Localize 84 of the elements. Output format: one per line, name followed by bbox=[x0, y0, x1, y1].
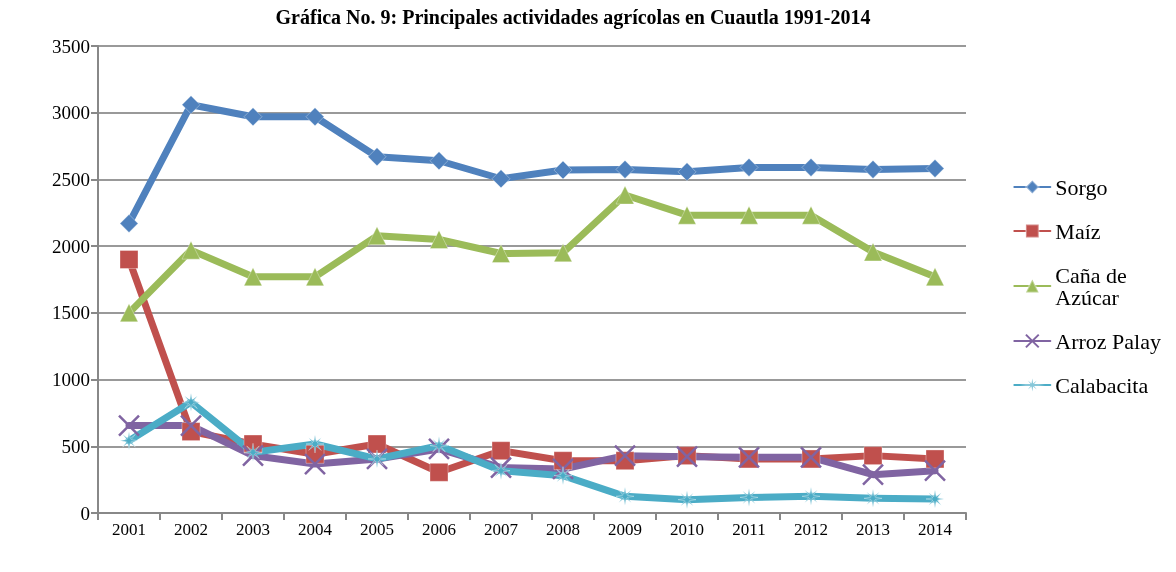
legend-label: Arroz Palay bbox=[1055, 328, 1162, 354]
point bbox=[119, 431, 139, 451]
point bbox=[861, 463, 885, 486]
point bbox=[739, 487, 759, 507]
point bbox=[615, 159, 635, 179]
point bbox=[119, 303, 139, 323]
x-tick-label: 2009 bbox=[608, 520, 642, 539]
point bbox=[925, 267, 945, 287]
point bbox=[429, 151, 449, 171]
x-tick-label: 2011 bbox=[732, 520, 766, 539]
point bbox=[491, 169, 511, 189]
x-tick-label: 2004 bbox=[298, 520, 333, 539]
point bbox=[553, 243, 573, 263]
point bbox=[613, 444, 637, 467]
point bbox=[305, 107, 325, 127]
point bbox=[243, 107, 263, 127]
point bbox=[491, 441, 511, 461]
point bbox=[677, 162, 697, 182]
point bbox=[241, 444, 265, 467]
point bbox=[367, 226, 387, 246]
x-tick-label: 2013 bbox=[856, 520, 890, 539]
point bbox=[553, 160, 573, 180]
point bbox=[429, 462, 449, 482]
point bbox=[801, 157, 821, 177]
x-tick-label: 2001 bbox=[112, 520, 146, 539]
point bbox=[367, 434, 387, 454]
y-tick-label: 3500 bbox=[52, 35, 90, 57]
y-tick-label: 3000 bbox=[52, 102, 90, 124]
point bbox=[367, 147, 387, 167]
point bbox=[427, 437, 451, 461]
y-tick-label: 1000 bbox=[52, 369, 90, 391]
point bbox=[923, 459, 947, 482]
point bbox=[739, 157, 759, 177]
x-tick-label: 2007 bbox=[484, 520, 519, 539]
point bbox=[553, 466, 573, 486]
point bbox=[551, 457, 575, 481]
x-tick-label: 2012 bbox=[794, 520, 828, 539]
point bbox=[119, 213, 139, 233]
legend-label: Calabacita bbox=[1055, 372, 1149, 398]
x-tick-label: 2014 bbox=[918, 520, 953, 539]
point bbox=[863, 488, 883, 508]
x-tick-label: 2006 bbox=[422, 520, 456, 539]
y-tick-label: 2500 bbox=[52, 168, 90, 190]
x-tick-label: 2010 bbox=[670, 520, 704, 539]
point bbox=[429, 229, 449, 249]
chart-title: Gráfica No. 9: Principales actividades agrícolas en Cuautla 1991-2014 bbox=[275, 6, 871, 29]
point bbox=[677, 490, 697, 510]
x-tick-label: 2003 bbox=[236, 520, 270, 539]
point bbox=[179, 414, 203, 437]
y-tick-label: 500 bbox=[61, 435, 90, 457]
point bbox=[615, 486, 635, 506]
legend-label: Sorgo bbox=[1055, 174, 1108, 200]
point bbox=[615, 185, 635, 205]
point bbox=[491, 243, 511, 263]
point bbox=[925, 158, 945, 178]
point bbox=[863, 446, 883, 466]
point bbox=[429, 436, 449, 456]
point bbox=[117, 414, 141, 437]
x-tick-label: 2008 bbox=[546, 520, 580, 539]
point bbox=[303, 452, 327, 476]
point bbox=[305, 434, 325, 454]
point bbox=[491, 461, 511, 481]
y-tick-label: 0 bbox=[80, 502, 90, 524]
point bbox=[739, 205, 759, 225]
point bbox=[677, 205, 697, 225]
y-tick-label: 1500 bbox=[52, 302, 90, 324]
point bbox=[489, 456, 513, 479]
point bbox=[305, 267, 325, 287]
point bbox=[243, 442, 263, 462]
point bbox=[925, 489, 945, 509]
point bbox=[801, 486, 821, 506]
legend-label: Caña de Azúcar bbox=[1055, 262, 1133, 310]
legend-label: Maíz bbox=[1055, 218, 1101, 244]
point bbox=[863, 242, 883, 262]
y-tick-label: 2000 bbox=[52, 235, 90, 257]
x-tick-label: 2005 bbox=[360, 520, 394, 539]
point bbox=[243, 267, 263, 287]
point bbox=[863, 159, 883, 179]
point bbox=[801, 205, 821, 225]
x-tick-label: 2002 bbox=[174, 520, 208, 539]
point bbox=[181, 240, 201, 260]
point bbox=[119, 249, 139, 269]
point bbox=[181, 392, 201, 412]
point bbox=[181, 95, 201, 115]
